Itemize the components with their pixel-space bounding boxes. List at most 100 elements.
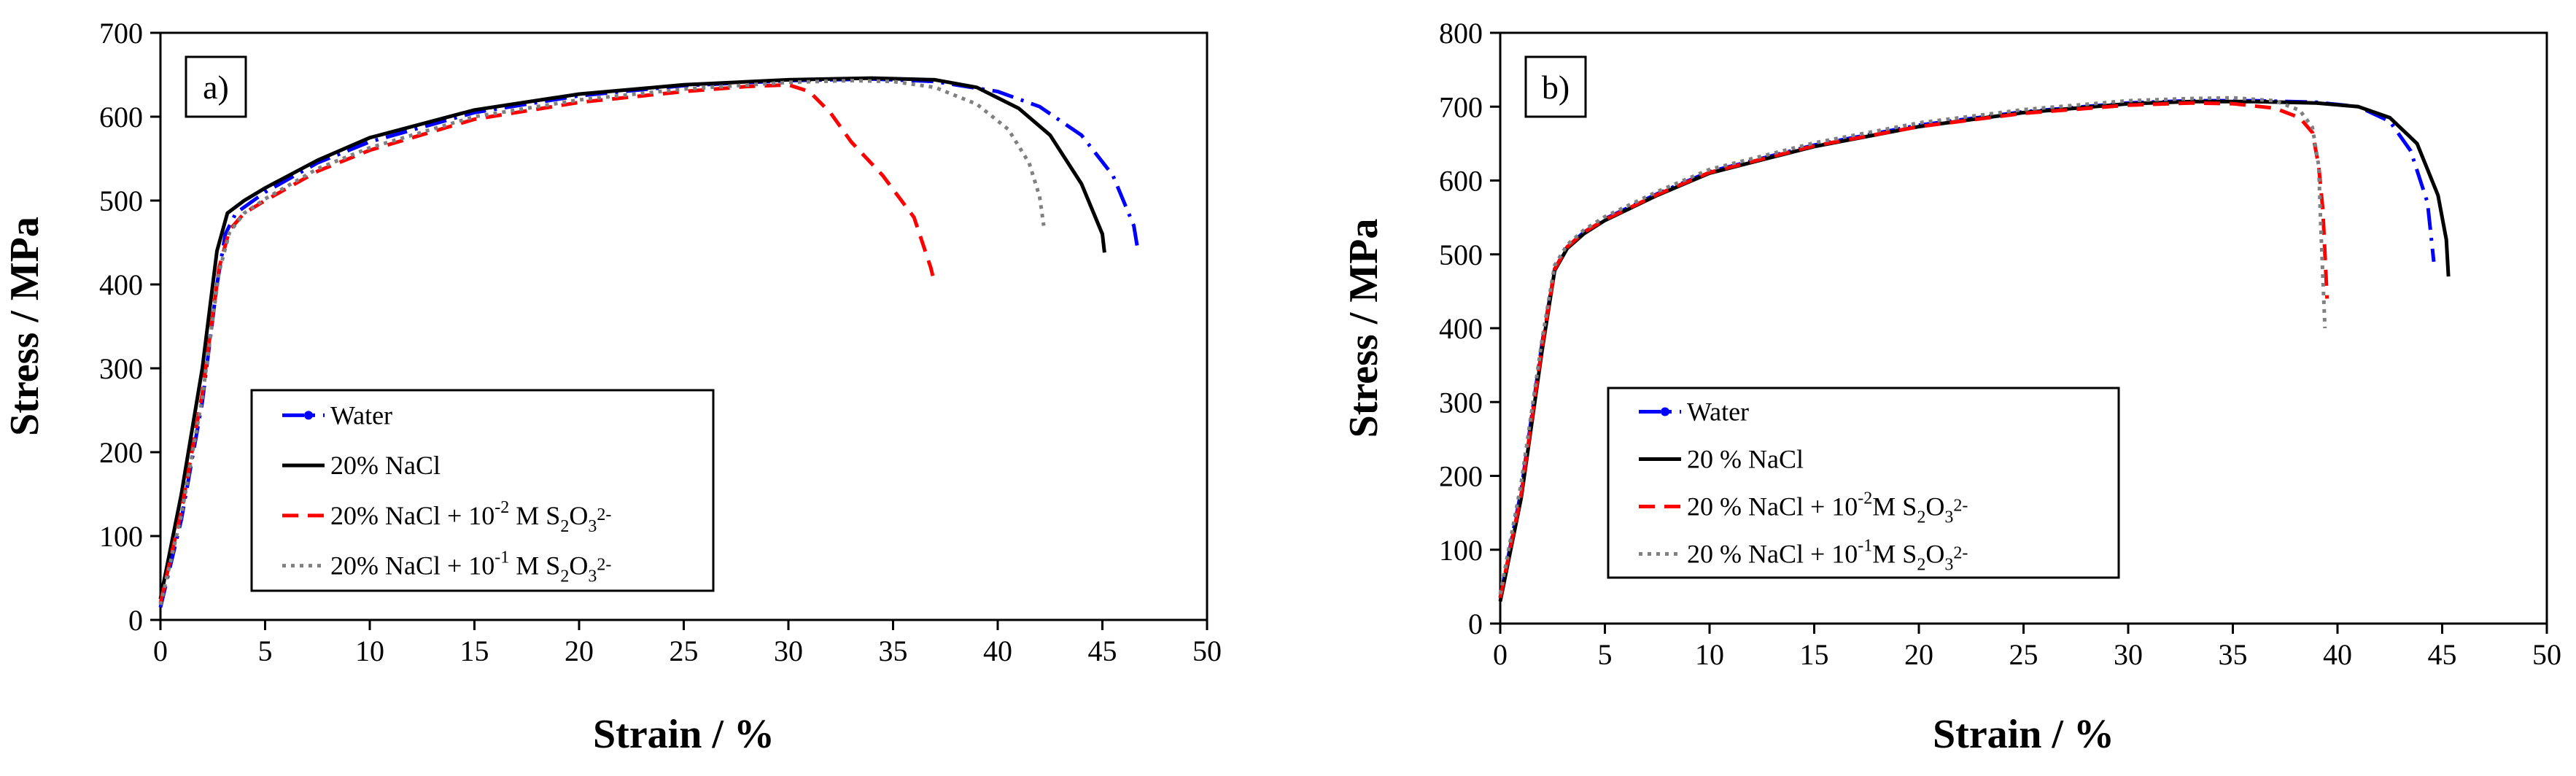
legend-label-part: 20% NaCl + 10: [330, 501, 494, 530]
legend-label-part: 2-: [597, 556, 611, 575]
legend-marker: [1661, 407, 1669, 416]
x-axis-title: Strain / %: [593, 712, 775, 757]
legend-label: 20 % NaCl: [1687, 445, 1804, 474]
y-tick-label: 300: [99, 352, 143, 385]
legend-label-part: 20 % NaCl + 10: [1687, 540, 1858, 569]
y-tick-label: 800: [1439, 17, 1483, 50]
legend-label-part: M S: [1872, 540, 1917, 569]
x-tick-label: 30: [2114, 638, 2143, 671]
y-tick-label: 600: [99, 101, 143, 133]
y-tick-label: 300: [1439, 386, 1483, 419]
y-tick-label: 200: [1439, 460, 1483, 493]
legend-label-part: 3: [1944, 556, 1953, 575]
y-tick-label: 100: [1439, 534, 1483, 567]
x-tick-label: 5: [1598, 638, 1613, 671]
x-tick-label: 45: [2428, 638, 2457, 671]
y-tick-label: 500: [99, 185, 143, 217]
y-axis-title: Stress / MPa: [1341, 219, 1386, 438]
series-line: [1498, 96, 2327, 594]
legend-label-part: M S: [1872, 492, 1917, 521]
legend-box: [250, 389, 715, 592]
legend-label-part: M S: [509, 551, 560, 581]
y-tick-label: 400: [1439, 312, 1483, 345]
x-tick-label: 20: [565, 635, 594, 667]
x-tick-label: 50: [1192, 635, 1222, 667]
y-tick-label: 600: [1439, 165, 1483, 198]
legend-label-part: 2: [560, 517, 569, 536]
y-tick-label: 500: [1439, 238, 1483, 271]
panel-label-box: [1524, 55, 1587, 118]
legend-label-part: 2: [1917, 508, 1925, 527]
legend-label: 20% NaCl + 10-2 M S2O32-: [330, 498, 611, 536]
panel-label: b): [1542, 69, 1570, 106]
legend-label-part: Water: [330, 400, 392, 430]
legend-label-part: 20% NaCl + 10: [330, 551, 494, 581]
x-tick-label: 10: [1695, 638, 1724, 671]
x-tick-label: 35: [879, 635, 908, 667]
legend-label-part: 2-: [597, 505, 611, 524]
series-line: [158, 76, 1106, 600]
x-tick-label: 10: [355, 635, 384, 667]
y-tick-label: 0: [1468, 608, 1483, 640]
legend-label: Water: [1687, 397, 1749, 427]
legend-label-part: M S: [509, 501, 560, 530]
x-tick-label: 25: [2009, 638, 2038, 671]
legend-box: [1607, 387, 2120, 579]
legend-label-part: -1: [1858, 537, 1872, 556]
x-tick-label: 50: [2532, 638, 2561, 671]
legend-label-part: Water: [1687, 397, 1749, 427]
legend-label-part: 2-: [1953, 544, 1968, 563]
panel-label: a): [203, 69, 229, 106]
x-tick-label: 40: [2323, 638, 2352, 671]
legend-label-part: 2: [560, 567, 569, 586]
x-tick-label: 45: [1088, 635, 1117, 667]
x-tick-label: 30: [774, 635, 803, 667]
legend-label: 20 % NaCl + 10-1M S2O32-: [1687, 537, 1968, 575]
x-tick-label: 0: [1493, 638, 1508, 671]
legend-label-part: 20 % NaCl: [1687, 445, 1804, 474]
legend-label-part: 20 % NaCl + 10: [1687, 492, 1858, 521]
legend-label-part: 20% NaCl: [330, 451, 441, 480]
x-tick-label: 40: [983, 635, 1012, 667]
legend-label-part: 3: [1944, 508, 1953, 527]
legend-marker: [304, 411, 313, 420]
legend-label-part: 2-: [1953, 497, 1968, 516]
x-tick-label: 5: [258, 635, 273, 667]
legend-label-part: 3: [588, 517, 597, 536]
y-tick-label: 700: [99, 17, 143, 50]
x-axis-title: Strain / %: [1933, 712, 2114, 757]
x-tick-label: 35: [2219, 638, 2248, 671]
legend-label-part: O: [569, 551, 588, 581]
legend-label-part: O: [569, 501, 588, 530]
y-tick-label: 700: [1439, 90, 1483, 123]
chart-panel-b: 0 5 10 15 20 25 30 35 40 45 5001002003004005006007…: [1341, 17, 2561, 757]
legend-label-part: 2: [1917, 556, 1925, 575]
y-tick-label: 400: [99, 268, 143, 301]
y-tick-label: 0: [128, 604, 143, 637]
x-tick-label: 15: [460, 635, 489, 667]
legend-label: 20 % NaCl + 10-2M S2O32-: [1687, 489, 1968, 527]
y-tick-label: 100: [99, 520, 143, 553]
y-axis-title: Stress / MPa: [2, 217, 47, 436]
x-tick-label: 15: [1800, 638, 1829, 671]
x-tick-label: 25: [670, 635, 699, 667]
y-tick-label: 200: [99, 436, 143, 469]
legend-label-part: -2: [1858, 489, 1872, 508]
panel-label-box: [185, 55, 247, 118]
x-tick-label: 0: [153, 635, 168, 667]
x-tick-label: 20: [1904, 638, 1933, 671]
legend-label-part: O: [1925, 492, 1944, 521]
legend-label-part: -1: [494, 548, 509, 567]
legend-label-part: O: [1925, 540, 1944, 569]
legend-label-part: -2: [494, 498, 509, 517]
legend-label: 20% NaCl: [330, 451, 441, 480]
legend-label-part: 3: [588, 567, 597, 586]
legend-label: 20% NaCl + 10-1 M S2O32-: [330, 548, 611, 586]
legend-label: Water: [330, 400, 392, 430]
chart-panel-a: 0 5 10 15 20 25 30 35 40 45 5001002003004005006007…: [2, 17, 1222, 757]
series-line: [158, 82, 935, 604]
